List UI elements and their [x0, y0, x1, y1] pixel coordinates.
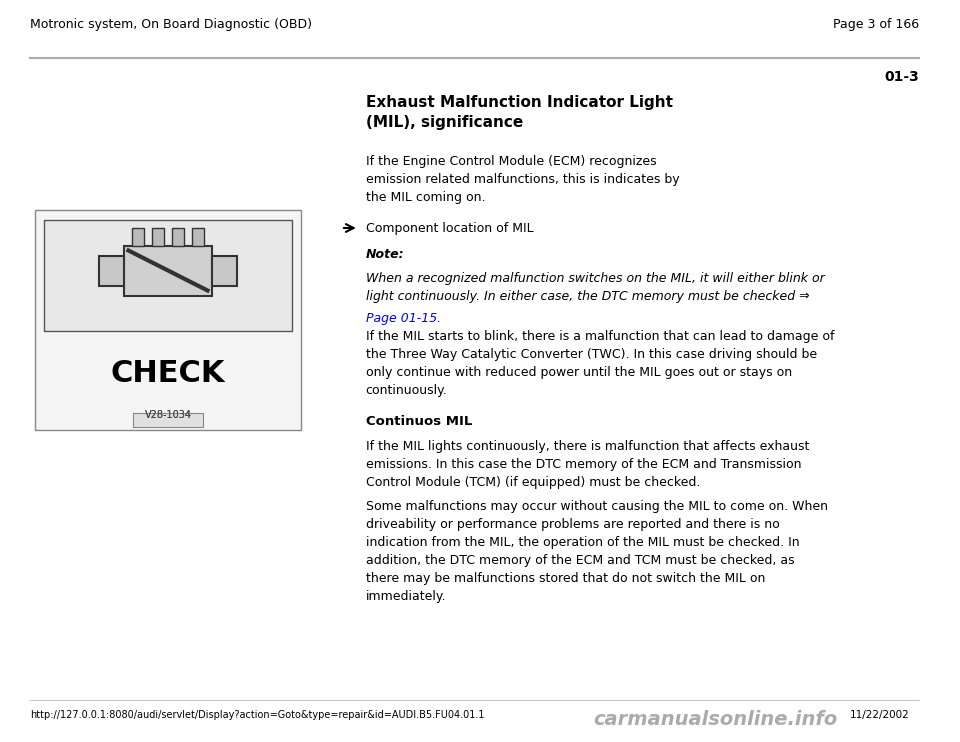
Text: If the MIL starts to blink, there is a malfunction that can lead to damage of
th: If the MIL starts to blink, there is a m…: [366, 330, 834, 397]
Bar: [172, 228, 183, 246]
Bar: [212, 255, 237, 286]
Text: Component location of MIL: Component location of MIL: [366, 222, 534, 235]
Text: 01-3: 01-3: [884, 70, 919, 84]
Bar: [124, 246, 212, 295]
Text: Exhaust Malfunction Indicator Light
(MIL), significance: Exhaust Malfunction Indicator Light (MIL…: [366, 95, 673, 130]
FancyBboxPatch shape: [133, 413, 203, 427]
Bar: [132, 228, 144, 246]
Text: Note:: Note:: [366, 248, 404, 261]
Text: http://127.0.0.1:8080/audi/servlet/Display?action=Goto&type=repair&id=AUDI.B5.FU: http://127.0.0.1:8080/audi/servlet/Displ…: [30, 710, 484, 720]
Text: Page 3 of 166: Page 3 of 166: [833, 18, 919, 31]
Text: Some malfunctions may occur without causing the MIL to come on. When
driveabilit: Some malfunctions may occur without caus…: [366, 500, 828, 603]
Text: Continuos MIL: Continuos MIL: [366, 415, 472, 428]
Text: V28-1034: V28-1034: [145, 410, 191, 420]
Bar: [99, 255, 124, 286]
Text: .: .: [433, 312, 441, 325]
FancyBboxPatch shape: [44, 220, 292, 331]
Bar: [192, 228, 204, 246]
FancyBboxPatch shape: [35, 210, 301, 430]
Text: When a recognized malfunction switches on the MIL, it will either blink or
light: When a recognized malfunction switches o…: [366, 272, 825, 321]
Text: Page 01-15: Page 01-15: [366, 312, 437, 325]
Text: 11/22/2002: 11/22/2002: [850, 710, 909, 720]
Bar: [153, 228, 164, 246]
Text: carmanualsonline.info: carmanualsonline.info: [593, 710, 837, 729]
Text: If the Engine Control Module (ECM) recognizes
emission related malfunctions, thi: If the Engine Control Module (ECM) recog…: [366, 155, 680, 204]
Text: V28-1034: V28-1034: [145, 410, 191, 420]
Text: If the MIL lights continuously, there is malfunction that affects exhaust
emissi: If the MIL lights continuously, there is…: [366, 440, 809, 489]
Text: CHECK: CHECK: [110, 359, 226, 388]
Text: Motronic system, On Board Diagnostic (OBD): Motronic system, On Board Diagnostic (OB…: [30, 18, 312, 31]
